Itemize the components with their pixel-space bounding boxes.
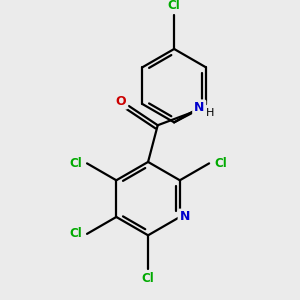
Text: Cl: Cl (214, 157, 227, 170)
Text: N: N (179, 211, 190, 224)
Text: N: N (194, 101, 204, 114)
Text: O: O (116, 94, 126, 108)
Text: Cl: Cl (142, 272, 154, 285)
Text: Cl: Cl (168, 0, 181, 12)
Text: Cl: Cl (69, 227, 82, 240)
Text: H: H (206, 108, 214, 118)
Text: Cl: Cl (69, 157, 82, 170)
